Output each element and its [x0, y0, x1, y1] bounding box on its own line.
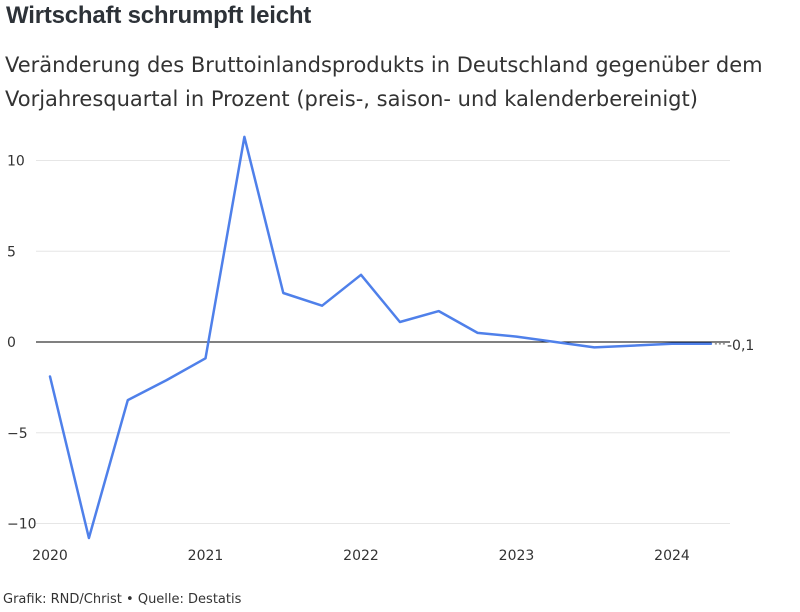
- y-tick-label: −5: [7, 426, 28, 442]
- x-tick-label: 2022: [343, 548, 379, 564]
- source-footer: Grafik: RND/Christ • Quelle: Destatis: [3, 592, 242, 607]
- y-tick-label: 5: [7, 244, 16, 260]
- x-tick-label: 2023: [499, 548, 535, 564]
- y-tick-label: −10: [7, 517, 37, 533]
- series-line: [48, 135, 713, 540]
- y-tick-label: 10: [7, 154, 25, 170]
- x-tick-label: 2024: [654, 548, 690, 564]
- chart-subtitle: Veränderung des Bruttoinlandsprodukts in…: [5, 53, 763, 111]
- x-tick-label: 2021: [188, 548, 224, 564]
- end-value-label: -0,1: [727, 338, 754, 354]
- y-tick-label: 0: [7, 335, 16, 351]
- x-tick-label: 2020: [32, 548, 68, 564]
- chart-title: Wirtschaft schrumpft leicht: [6, 2, 312, 29]
